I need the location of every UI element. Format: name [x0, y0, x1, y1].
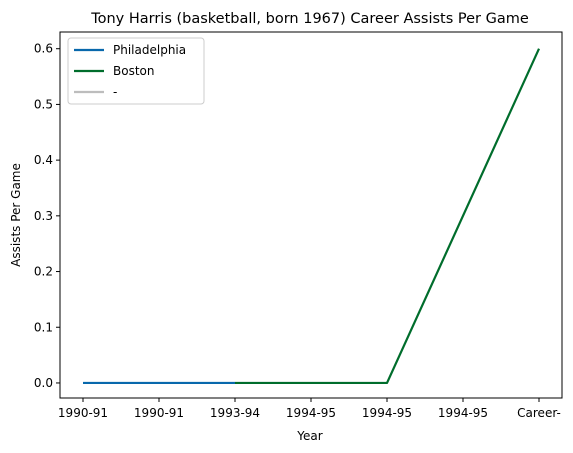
- y-tick-label: 0.0: [34, 376, 53, 390]
- legend-label-philadelphia: Philadelphia: [113, 43, 186, 57]
- x-axis-title: Year: [296, 429, 322, 443]
- x-tick-label: 1994-95: [438, 406, 488, 420]
- chart-title: Tony Harris (basketball, born 1967) Care…: [90, 11, 529, 27]
- series-line-boston: [235, 48, 541, 385]
- x-tick-label: 1994-95: [362, 406, 412, 420]
- x-axis: 1990-91 1990-91 1993-94 1994-95 1994-95 1994-…: [58, 398, 561, 420]
- plot-lines: [83, 48, 541, 385]
- y-tick-label: 0.1: [34, 320, 53, 334]
- x-tick-label: 1990-91: [58, 406, 108, 420]
- y-tick-label: 0.5: [34, 97, 53, 111]
- y-tick-label: 0.6: [34, 42, 53, 56]
- y-tick-label: 0.2: [34, 265, 53, 279]
- legend: Philadelphia Boston -: [67, 37, 205, 105]
- legend-label-boston: Boston: [113, 64, 154, 78]
- x-tick-label: 1990-91: [134, 406, 184, 420]
- legend-label-dash: -: [113, 85, 117, 99]
- legend-box: [67, 37, 205, 105]
- y-tick-label: 0.3: [34, 209, 53, 223]
- x-tick-label: 1994-95: [286, 406, 336, 420]
- y-axis-title: Assists Per Game: [9, 163, 23, 267]
- x-tick-label: 1993-94: [210, 406, 260, 420]
- x-tick-label: Career-: [517, 406, 561, 420]
- y-tick-label: 0.4: [34, 153, 53, 167]
- y-axis: 0.0 0.1 0.2 0.3 0.4 0.5 0.6: [34, 42, 60, 390]
